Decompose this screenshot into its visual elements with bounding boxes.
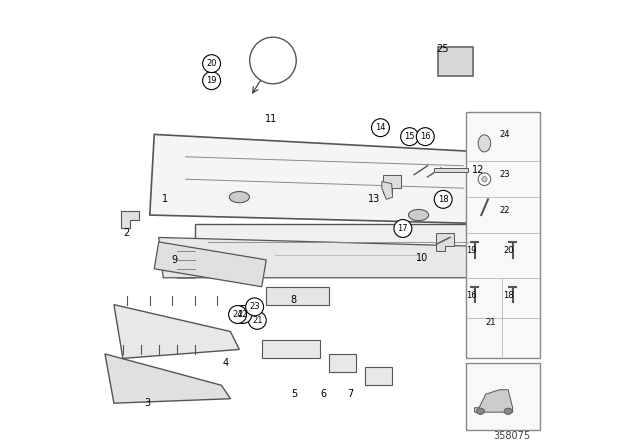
Circle shape [401,128,419,146]
Polygon shape [436,233,454,251]
Circle shape [234,306,252,323]
Text: 9: 9 [172,255,177,265]
Text: 19: 19 [206,76,217,85]
Text: 10: 10 [416,253,428,263]
Polygon shape [329,354,356,372]
Text: 20: 20 [503,246,513,255]
Polygon shape [121,211,139,228]
Polygon shape [383,175,401,193]
Ellipse shape [504,408,512,414]
Text: 24: 24 [499,130,509,139]
Text: 2: 2 [124,228,129,238]
Circle shape [203,55,221,73]
Text: 22: 22 [237,310,248,319]
Text: 15: 15 [404,132,415,141]
Text: 19: 19 [466,246,476,255]
Circle shape [417,128,435,146]
Text: 16: 16 [420,132,431,141]
Polygon shape [382,181,392,199]
Text: 23: 23 [499,170,510,179]
Text: 22: 22 [499,206,509,215]
Circle shape [372,119,390,137]
Ellipse shape [408,210,429,221]
Text: 358075: 358075 [493,431,531,441]
Circle shape [203,72,221,90]
Ellipse shape [476,408,484,414]
Text: 17: 17 [397,224,408,233]
Text: 13: 13 [367,194,380,204]
Text: 11: 11 [264,114,277,124]
Text: 12: 12 [472,165,484,175]
Ellipse shape [229,192,250,202]
Circle shape [228,306,246,323]
Text: 18: 18 [438,195,449,204]
Circle shape [435,190,452,208]
Text: 18: 18 [503,291,513,300]
Polygon shape [114,305,239,358]
Ellipse shape [478,135,491,152]
Text: 7: 7 [348,389,353,399]
Polygon shape [365,367,392,385]
Polygon shape [154,242,266,287]
FancyBboxPatch shape [466,112,540,358]
FancyBboxPatch shape [466,363,540,430]
Text: 25: 25 [436,44,449,54]
Ellipse shape [482,177,487,182]
Text: 24: 24 [232,310,243,319]
Polygon shape [266,287,329,305]
Circle shape [246,298,264,316]
Text: 21: 21 [485,318,495,327]
Text: 5: 5 [291,389,298,399]
Text: 14: 14 [375,123,386,132]
Polygon shape [435,168,468,172]
Polygon shape [105,354,230,403]
Circle shape [250,37,296,84]
Text: 4: 4 [223,358,229,368]
Polygon shape [195,224,477,269]
Text: 1: 1 [163,194,168,204]
Text: 8: 8 [290,295,296,305]
Text: 21: 21 [252,316,262,325]
FancyBboxPatch shape [438,47,473,76]
Text: 3: 3 [145,398,150,408]
Circle shape [394,220,412,237]
Text: 20: 20 [206,59,217,68]
Polygon shape [262,340,320,358]
Polygon shape [475,390,513,412]
Text: 6: 6 [321,389,326,399]
Circle shape [248,311,266,329]
Ellipse shape [478,173,491,185]
Polygon shape [159,237,481,278]
Text: 23: 23 [249,302,260,311]
Text: 16: 16 [466,291,476,300]
Polygon shape [150,134,499,224]
